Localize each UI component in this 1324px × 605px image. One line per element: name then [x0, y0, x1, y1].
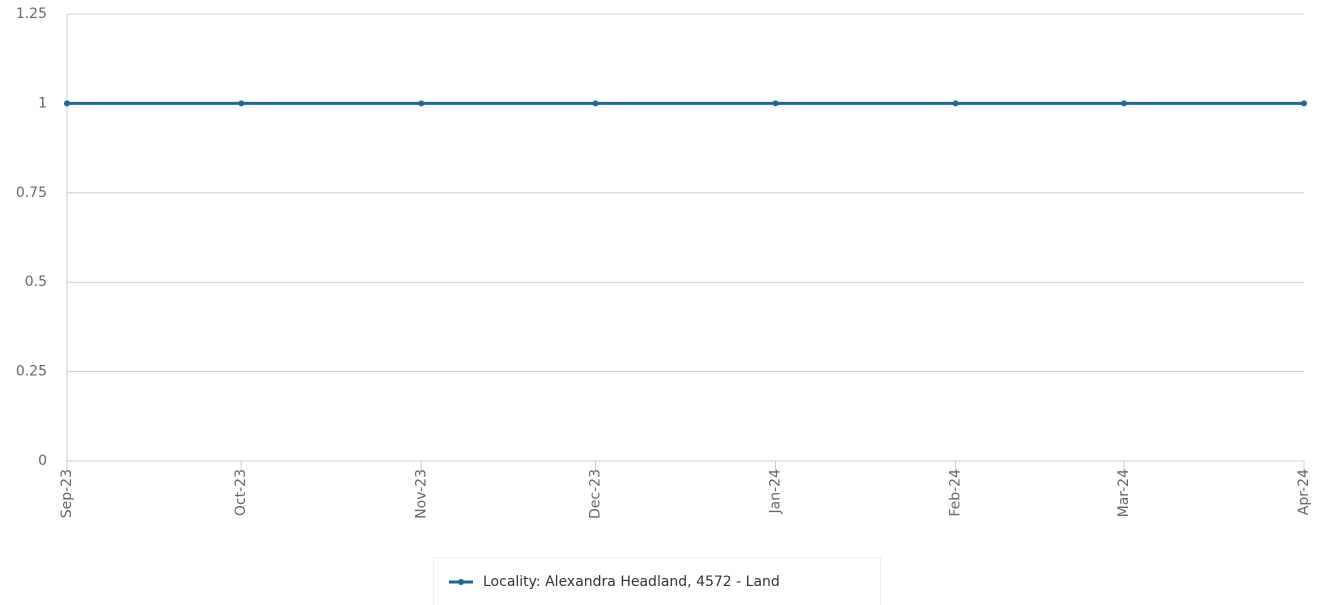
point	[238, 100, 245, 107]
legend-box	[433, 557, 881, 605]
x-tick-label: Jan-24	[768, 469, 784, 515]
y-tick-label: 0.75	[16, 185, 47, 201]
x-tick-label: Dec-23	[587, 469, 603, 519]
point	[64, 100, 70, 107]
x-tick-label: Apr-24	[1296, 469, 1312, 515]
y-tick-label: 1.25	[16, 6, 47, 22]
point	[1301, 100, 1307, 107]
legend-symbol-point	[458, 579, 464, 585]
x-tick-label: Nov-23	[413, 469, 429, 519]
point	[1120, 100, 1127, 107]
x-tick-label: Oct-23	[233, 469, 249, 516]
y-tick-label: 0.5	[25, 274, 47, 290]
point	[772, 100, 779, 107]
x-tick-label: Sep-23	[59, 469, 75, 518]
y-tick-label: 0	[38, 453, 47, 469]
y-tick-label: 1	[38, 95, 47, 111]
x-tick-label: Mar-24	[1116, 469, 1132, 517]
point	[592, 100, 599, 107]
y-tick-label: 0.25	[16, 364, 47, 380]
point	[418, 100, 425, 107]
point	[952, 100, 959, 107]
x-tick-label: Feb-24	[948, 469, 964, 517]
legend-label: Locality: Alexandra Headland, 4572 - Lan…	[483, 574, 780, 590]
